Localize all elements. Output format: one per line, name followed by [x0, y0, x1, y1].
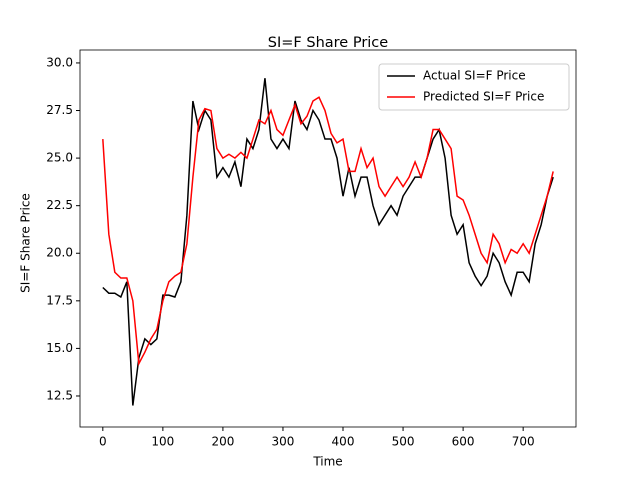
x-tick-label: 200 — [211, 435, 234, 449]
legend-label: Predicted SI=F Price — [423, 90, 544, 104]
y-tick-label: 15.0 — [46, 341, 73, 355]
y-axis-label: SI=F Share Price — [19, 193, 33, 293]
y-tick-label: 17.5 — [46, 293, 73, 307]
y-tick-label: 25.0 — [46, 151, 73, 165]
y-tick-label: 22.5 — [46, 198, 73, 212]
x-tick-label: 700 — [512, 435, 535, 449]
y-tick-label: 12.5 — [46, 388, 73, 402]
x-tick-label: 0 — [99, 435, 107, 449]
chart-title: SI=F Share Price — [268, 35, 388, 51]
line — [102, 78, 554, 406]
y-tick-label: 27.5 — [46, 103, 73, 117]
legend-label: Actual SI=F Price — [423, 69, 526, 83]
x-axis-label: Time — [312, 455, 342, 469]
y-tick-label: 20.0 — [46, 246, 73, 260]
plot-frame — [79, 49, 577, 428]
x-tick-label: 400 — [332, 435, 355, 449]
line — [102, 96, 554, 367]
legend-box — [378, 63, 570, 111]
y-tick-label: 30.0 — [46, 55, 73, 69]
x-tick-label: 100 — [151, 435, 174, 449]
x-tick-label: 600 — [452, 435, 475, 449]
x-tick-label: 300 — [272, 435, 295, 449]
x-tick-label: 500 — [392, 435, 415, 449]
